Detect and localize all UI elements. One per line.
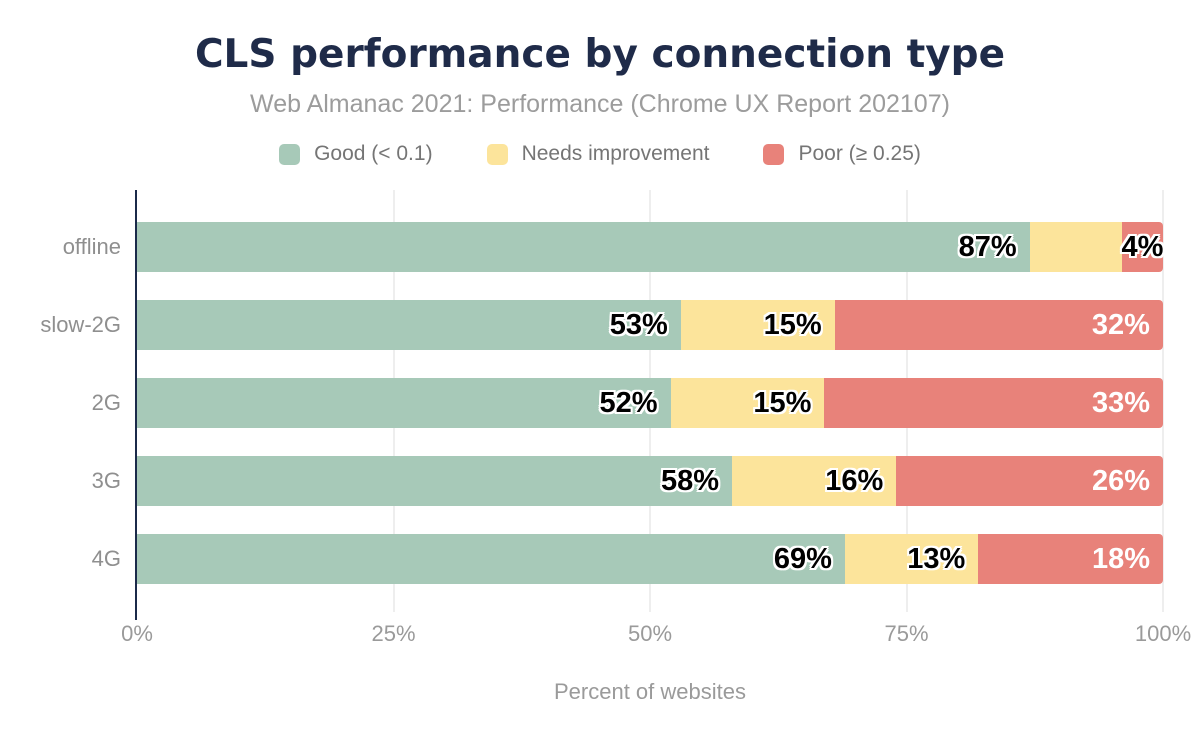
bar-row-slow-2G: slow-2G 53% 15% 32% [40,300,1163,350]
legend-swatch-icon [279,143,301,165]
bar-segment: 69% [137,534,845,584]
bar-value-label: 26% [1091,464,1150,497]
legend-item-1: Needs improvement [486,142,710,166]
bar-segment: 15% [680,300,835,350]
bar-value-label: 15% [753,386,812,419]
x-tick-label: 75% [884,621,929,646]
bar-segment: 53% [137,300,681,350]
bar-value-label: 58% [661,464,720,497]
bar-segment [1029,222,1122,272]
x-tick-label: 100% [1134,621,1192,646]
legend-swatch-icon [486,143,508,165]
bar-value-label: 16% [825,464,884,497]
bar-value-label: 33% [1091,386,1150,419]
bar-row-2G: 2G 52% 15% 33% [92,378,1163,428]
legend: Good (< 0.1) Needs improvement Poor (≥ 0.2… [0,142,1200,166]
bar-segment: 33% [824,378,1163,428]
bar-value-label: 15% [763,308,822,341]
bar-row-4G: 4G 69% 13% 18% [92,534,1163,584]
legend-item-2: Poor (≥ 0.25) [763,142,921,166]
legend-swatch-icon [763,143,785,165]
x-axis-title: Percent of websites [554,679,746,704]
bar-row-3G: 3G 58% 16% 26% [92,456,1163,506]
y-axis-label: offline [62,234,121,259]
bar-value-label: 53% [609,308,668,341]
y-axis-line [135,190,137,620]
bar-value-label: 52% [599,386,658,419]
x-axis-ticks: 0% 25% 50% 75% 100% [121,621,1191,646]
y-axis-label: 2G [91,390,121,415]
bar-value-label: 18% [1091,542,1150,575]
bar-segment: 52% [137,378,671,428]
y-axis-label: slow-2G [40,312,121,337]
bar-segment: 26% [896,456,1163,506]
legend-label: Needs improvement [521,142,710,165]
bar-segment: 87% [137,222,1030,272]
chart-title: CLS performance by connection type [194,32,1006,77]
legend-label: Poor (≥ 0.25) [798,142,921,165]
bar-row-offline: offline 87% 4% [63,222,1163,272]
bar-value-label: 32% [1091,308,1150,341]
legend-label: Good (< 0.1) [314,142,433,165]
bar-value-label: 4% [1121,230,1164,263]
bar-segment: 32% [834,300,1163,350]
x-tick-label: 50% [627,621,673,646]
bar-segment: 4% [1122,222,1163,272]
legend-item-0: Good (< 0.1) [279,142,433,166]
gridline [1162,190,1164,612]
plot-area: offline 87% 4% slow-2G 53% 15% 32% 2G 52% 15% 33% 3… [40,190,1164,620]
y-axis-label: 3G [91,468,121,493]
bar-segment: 15% [670,378,825,428]
bar-segment: 18% [978,534,1163,584]
bar-segment: 58% [137,456,733,506]
bar-value-label: 13% [907,542,966,575]
bar-value-label: 69% [773,542,832,575]
bar-segment: 16% [732,456,897,506]
chart-subtitle: Web Almanac 2021: Performance (Chrome UX… [250,90,950,118]
y-axis-label: 4G [91,546,121,571]
bar-segment: 13% [844,534,979,584]
x-tick-label: 0% [121,621,153,646]
x-tick-label: 25% [371,621,416,646]
bar-value-label: 87% [958,230,1017,263]
